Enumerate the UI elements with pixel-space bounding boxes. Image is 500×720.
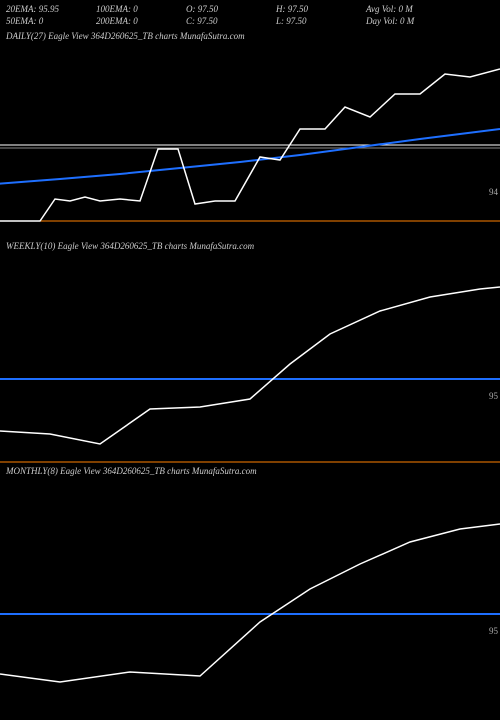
chart-panel-daily: DAILY(27) Eagle View 364D260625_TB chart… [0, 29, 500, 239]
stat-high: H: 97.50 [276, 4, 346, 16]
chart-title-weekly: WEEKLY(10) Eagle View 364D260625_TB char… [6, 241, 254, 251]
stats-header: 20EMA: 95.95 100EMA: 0 O: 97.50 H: 97.50… [0, 0, 500, 29]
chart-title-daily: DAILY(27) Eagle View 364D260625_TB chart… [6, 31, 245, 41]
chart-panel-weekly: WEEKLY(10) Eagle View 364D260625_TB char… [0, 239, 500, 464]
chart-svg-monthly [0, 464, 500, 709]
chart-svg-daily [0, 29, 500, 239]
stat-50ema: 50EMA: 0 [6, 16, 76, 28]
y-axis-label-weekly: 95 [489, 391, 498, 401]
chart-title-monthly: MONTHLY(8) Eagle View 364D260625_TB char… [6, 466, 257, 476]
stat-low: L: 97.50 [276, 16, 346, 28]
y-axis-label-daily: 94 [489, 187, 498, 197]
stat-close: C: 97.50 [186, 16, 256, 28]
stat-avgvol: Avg Vol: 0 M [366, 4, 436, 16]
stats-row-1: 20EMA: 95.95 100EMA: 0 O: 97.50 H: 97.50… [6, 4, 494, 16]
stat-100ema: 100EMA: 0 [96, 4, 166, 16]
chart-panel-monthly: MONTHLY(8) Eagle View 364D260625_TB char… [0, 464, 500, 709]
stat-200ema: 200EMA: 0 [96, 16, 166, 28]
stat-dayvol: Day Vol: 0 M [366, 16, 436, 28]
y-axis-label-monthly: 95 [489, 626, 498, 636]
stats-row-2: 50EMA: 0 200EMA: 0 C: 97.50 L: 97.50 Day… [6, 16, 494, 28]
stat-open: O: 97.50 [186, 4, 256, 16]
stat-20ema: 20EMA: 95.95 [6, 4, 76, 16]
chart-svg-weekly [0, 239, 500, 464]
